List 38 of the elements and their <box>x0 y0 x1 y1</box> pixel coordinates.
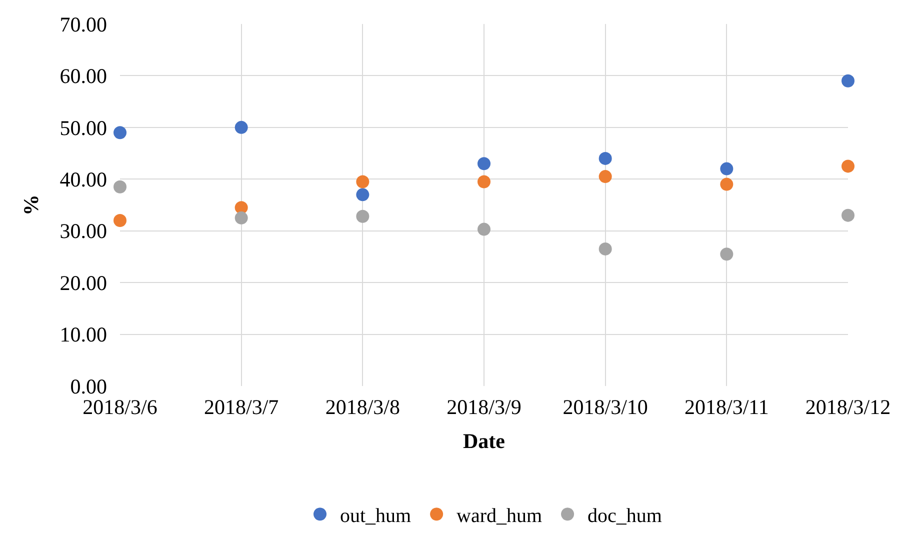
point <box>842 74 854 88</box>
legend-label: doc_hum <box>588 504 662 527</box>
point <box>356 210 370 223</box>
y-tick-label: 10.00 <box>60 322 107 347</box>
x-tick-label: 2018/3/9 <box>446 395 522 419</box>
point <box>234 120 248 134</box>
point <box>114 126 126 140</box>
point <box>598 152 612 165</box>
x-axis-title: Date <box>463 429 505 454</box>
y-tick-label: 60.00 <box>60 64 107 88</box>
point <box>114 214 126 228</box>
legend-label: ward_hum <box>456 504 543 527</box>
y-tick-label: 30.00 <box>60 219 107 244</box>
point <box>598 242 612 256</box>
point <box>720 248 734 261</box>
x-tick-label: 2018/3/7 <box>204 395 279 419</box>
point <box>478 157 490 170</box>
legend-label: out_hum <box>340 504 412 527</box>
point <box>356 188 370 202</box>
point <box>720 162 734 176</box>
y-tick-label: 70.00 <box>60 12 107 36</box>
point <box>478 222 490 236</box>
point <box>356 175 370 188</box>
x-tick-label: 2018/3/10 <box>562 395 648 419</box>
point <box>842 208 854 222</box>
y-axis-title: % <box>18 194 43 216</box>
point <box>478 175 490 188</box>
x-tick-label: 2018/3/12 <box>805 395 891 419</box>
point <box>720 178 734 191</box>
point <box>598 170 612 184</box>
y-tick-label: 50.00 <box>60 116 107 140</box>
y-tick-label: 20.00 <box>60 270 107 295</box>
point <box>114 180 126 194</box>
point <box>842 160 854 173</box>
x-tick-label: 2018/3/11 <box>684 395 769 419</box>
point <box>234 211 248 224</box>
x-tick-label: 2018/3/8 <box>325 395 400 419</box>
y-tick-label: 40.00 <box>60 167 107 192</box>
